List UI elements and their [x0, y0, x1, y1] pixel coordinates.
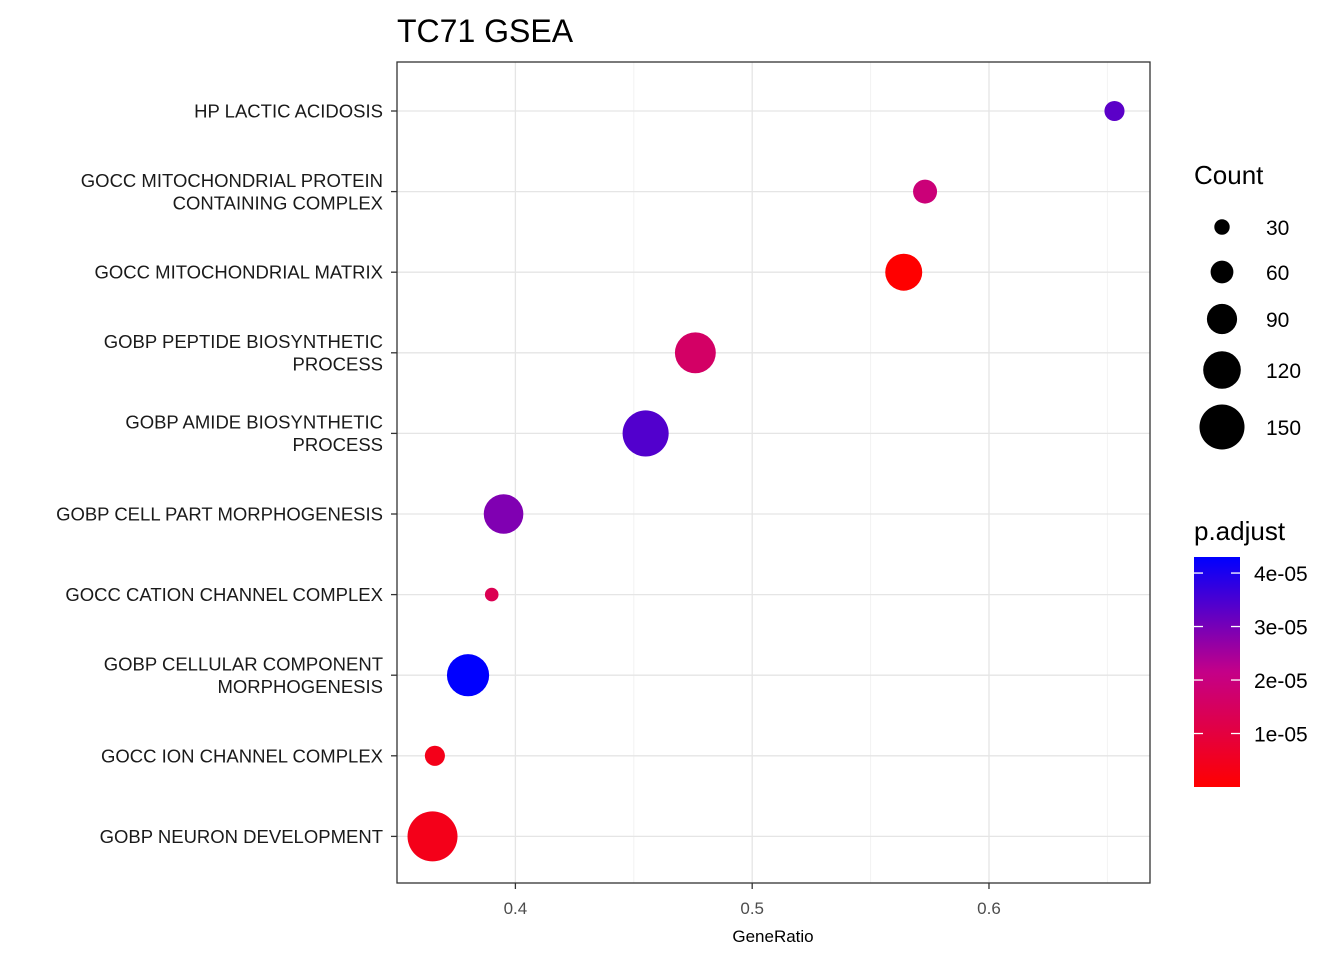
data-point	[1104, 100, 1125, 122]
y-tick-label: PROCESS	[293, 434, 383, 455]
size-legend-label: 90	[1266, 309, 1289, 332]
color-bar	[1194, 557, 1240, 787]
data-point	[424, 745, 445, 766]
data-point	[484, 587, 499, 602]
y-tick-label: GOBP CELL PART MORPHOGENESIS	[56, 504, 383, 525]
data-point	[483, 494, 524, 534]
size-legend-label: 60	[1266, 262, 1289, 285]
data-point	[446, 654, 490, 697]
y-tick-label: HP LACTIC ACIDOSIS	[194, 101, 383, 122]
y-axis: HP LACTIC ACIDOSIS GOCC MITOCHONDRIAL PRO…	[56, 101, 397, 847]
y-tick-label: GOCC ION CHANNEL COMPLEX	[101, 745, 383, 766]
x-axis: 0.4 0.5 0.6	[504, 883, 1001, 918]
y-tick-label: MORPHOGENESIS	[218, 676, 384, 697]
size-legend-label: 30	[1266, 217, 1289, 240]
x-tick-label: 0.5	[740, 899, 764, 918]
y-tick-label: GOBP NEURON DEVELOPMENT	[100, 826, 383, 847]
data-point	[885, 253, 923, 291]
x-tick-label: 0.6	[977, 899, 1001, 918]
y-tick-label: GOBP AMIDE BIOSYNTHETIC	[125, 412, 383, 433]
points-layer	[407, 100, 1125, 862]
y-tick-label: GOBP PEPTIDE BIOSYNTHETIC	[104, 331, 383, 352]
color-legend: p.adjust 1e-05 2e-05 3e-05 4e-05	[1194, 516, 1308, 787]
chart-title: TC71 GSEA	[397, 13, 574, 49]
size-legend: Count 30 60 90 120 150	[1194, 160, 1301, 450]
size-legend-label: 120	[1266, 360, 1301, 383]
data-point	[674, 332, 716, 374]
x-tick-label: 0.4	[504, 899, 528, 918]
data-point	[913, 179, 938, 204]
size-legend-key	[1206, 303, 1238, 335]
y-tick-label: GOCC CATION CHANNEL COMPLEX	[65, 584, 383, 605]
size-legend-label: 150	[1266, 417, 1301, 440]
y-tick-label: PROCESS	[293, 354, 383, 375]
size-legend-key	[1210, 260, 1234, 284]
size-legend-key	[1199, 404, 1245, 450]
size-legend-key	[1214, 219, 1230, 235]
size-legend-title: Count	[1194, 160, 1264, 190]
y-tick-label: CONTAINING COMPLEX	[173, 192, 383, 213]
color-legend-label: 1e-05	[1254, 724, 1308, 747]
size-legend-key	[1203, 351, 1241, 389]
grid-layer	[397, 62, 1150, 883]
y-tick-label: GOCC MITOCHONDRIAL PROTEIN	[81, 170, 383, 191]
color-legend-title: p.adjust	[1194, 516, 1286, 546]
data-point	[622, 410, 669, 457]
x-axis-label: GeneRatio	[732, 927, 813, 946]
color-legend-label: 3e-05	[1254, 617, 1308, 640]
y-tick-label: GOCC MITOCHONDRIAL MATRIX	[95, 262, 383, 283]
y-tick-label: GOBP CELLULAR COMPONENT	[104, 653, 383, 674]
data-point	[407, 811, 458, 862]
color-legend-label: 4e-05	[1254, 563, 1308, 586]
plot-panel-border	[396, 61, 1151, 884]
color-legend-label: 2e-05	[1254, 670, 1308, 693]
